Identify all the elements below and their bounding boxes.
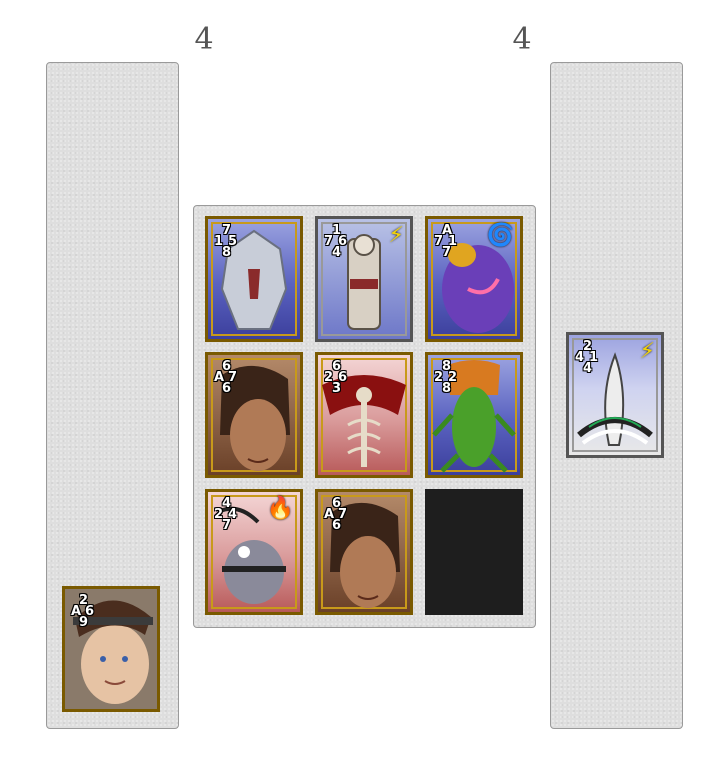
rank-bottom: 8 xyxy=(222,245,232,260)
skeleton-bat-icon xyxy=(322,375,406,467)
ice-golem-icon xyxy=(220,229,288,330)
rank-top: 2 xyxy=(583,339,593,354)
rank-left: 4 xyxy=(575,350,585,365)
rank-top: 7 xyxy=(222,223,232,238)
rank-left: 7 xyxy=(324,234,334,249)
rank-right: 6 xyxy=(338,370,348,385)
hero-portrait-icon xyxy=(65,589,157,709)
card-ranks: 7 1 5 8 xyxy=(214,221,246,271)
rank-bottom: 8 xyxy=(442,381,452,396)
green-lizard-icon xyxy=(432,360,516,473)
card-ranks: 6 2 6 3 xyxy=(324,357,356,407)
card-ranks: A 7 1 7 xyxy=(434,221,466,271)
wind-element-icon: 🌀 xyxy=(486,223,514,248)
rank-left: 2 xyxy=(324,370,334,385)
fire-element-icon: 🔥 xyxy=(266,496,294,521)
card-ranks: 8 2 2 8 xyxy=(434,357,466,407)
laguna-portrait-icon xyxy=(330,502,400,608)
card-ranks: 4 2 4 7 xyxy=(214,494,246,544)
card-ranks: 6 A 7 6 xyxy=(324,494,356,544)
rank-top: 6 xyxy=(222,359,232,374)
rank-top: 6 xyxy=(332,359,342,374)
rank-left: 7 xyxy=(434,234,444,249)
rank-top: 2 xyxy=(79,593,89,608)
left-hand-card[interactable]: 2 A 6 9 xyxy=(62,586,160,712)
rank-top: 6 xyxy=(332,496,342,511)
rank-top: 1 xyxy=(332,223,342,238)
rank-right: 5 xyxy=(228,234,238,249)
rank-left: 1 xyxy=(214,234,224,249)
thunder-element-icon: ⚡ xyxy=(388,223,404,248)
rank-bottom: 4 xyxy=(583,361,593,376)
board-cell-2[interactable]: 1 7 6 4 ⚡ xyxy=(315,216,413,342)
board-cell-4[interactable]: 6 A 7 6 xyxy=(205,352,303,478)
rank-right: 4 xyxy=(228,507,238,522)
card-ranks: 6 A 7 6 xyxy=(214,357,246,407)
rank-bottom: 3 xyxy=(332,381,342,396)
fire-beast-icon xyxy=(217,506,286,604)
board-cell-3[interactable]: A 7 1 7 🌀 xyxy=(425,216,523,342)
armored-warrior-icon xyxy=(347,234,381,330)
card-ranks: 2 A 6 9 xyxy=(71,591,103,641)
thunder-element-icon: ⚡ xyxy=(639,339,655,364)
board-cell-9-empty[interactable] xyxy=(425,489,523,615)
purple-bird-monster-icon xyxy=(442,243,514,333)
board-cell-5[interactable]: 6 2 6 3 xyxy=(315,352,413,478)
rank-bottom: 7 xyxy=(442,245,452,260)
rank-left: A xyxy=(71,604,82,619)
board-cell-7[interactable]: 4 2 4 7 🔥 xyxy=(205,489,303,615)
rank-right: 6 xyxy=(338,234,348,249)
rank-top: 4 xyxy=(222,496,232,511)
rank-right: 2 xyxy=(448,370,458,385)
rank-right: 7 xyxy=(338,507,348,522)
right-score: 4 xyxy=(512,22,532,57)
rank-top: A xyxy=(442,223,453,238)
rank-right: 6 xyxy=(85,604,95,619)
right-hand-card[interactable]: 2 4 1 4 ⚡ xyxy=(566,332,664,458)
laguna-portrait-icon xyxy=(220,365,290,471)
rank-left: 2 xyxy=(434,370,444,385)
board-cell-1[interactable]: 7 1 5 8 xyxy=(205,216,303,342)
rank-left: A xyxy=(214,370,225,385)
left-score: 4 xyxy=(194,22,214,57)
rank-left: A xyxy=(324,507,335,522)
rank-top: 8 xyxy=(442,359,452,374)
board-cell-6[interactable]: 8 2 2 8 xyxy=(425,352,523,478)
rank-bottom: 6 xyxy=(332,518,342,533)
rank-bottom: 6 xyxy=(222,381,232,396)
rank-right: 1 xyxy=(448,234,458,249)
card-ranks: 1 7 6 4 xyxy=(324,221,356,271)
card-ranks: 2 4 1 4 xyxy=(575,337,607,387)
rank-bottom: 7 xyxy=(222,518,232,533)
rank-right: 1 xyxy=(589,350,599,365)
rank-right: 7 xyxy=(228,370,238,385)
striped-beast-icon xyxy=(577,352,653,446)
rank-left: 2 xyxy=(214,507,224,522)
board-cell-8[interactable]: 6 A 7 6 xyxy=(315,489,413,615)
rank-bottom: 4 xyxy=(332,245,342,260)
rank-bottom: 9 xyxy=(79,615,89,630)
